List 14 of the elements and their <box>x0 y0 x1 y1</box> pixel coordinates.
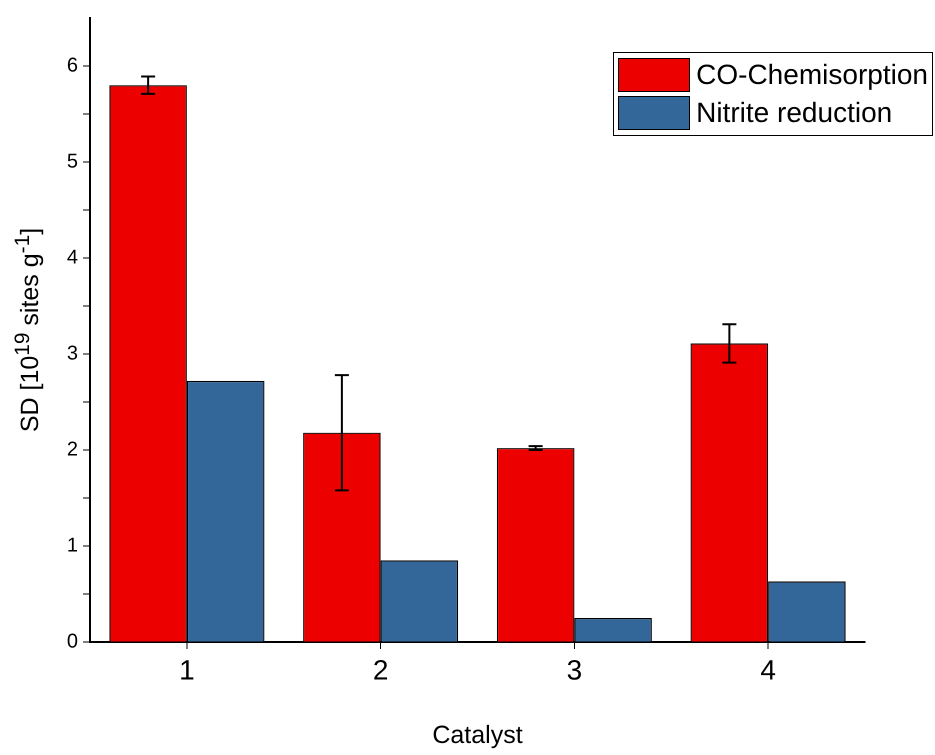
y-tick-label: 5 <box>66 150 78 173</box>
legend-label: CO-Chemisorption <box>696 59 928 91</box>
legend-label: Nitrite reduction <box>696 97 892 129</box>
x-tick-label: 2 <box>372 654 388 686</box>
x-tick-label: 4 <box>760 654 776 686</box>
x-axis-title: Catalyst <box>432 720 523 749</box>
y-tick-label: 6 <box>66 54 78 77</box>
y-tick-label: 2 <box>66 438 78 461</box>
y-tick-label: 0 <box>66 630 78 653</box>
x-tick-label: 3 <box>566 654 582 686</box>
y-tick-label: 4 <box>66 246 78 269</box>
y-tick-label: 3 <box>66 342 78 365</box>
y-tick-label: 1 <box>66 534 78 557</box>
x-tick-label: 1 <box>179 654 195 686</box>
